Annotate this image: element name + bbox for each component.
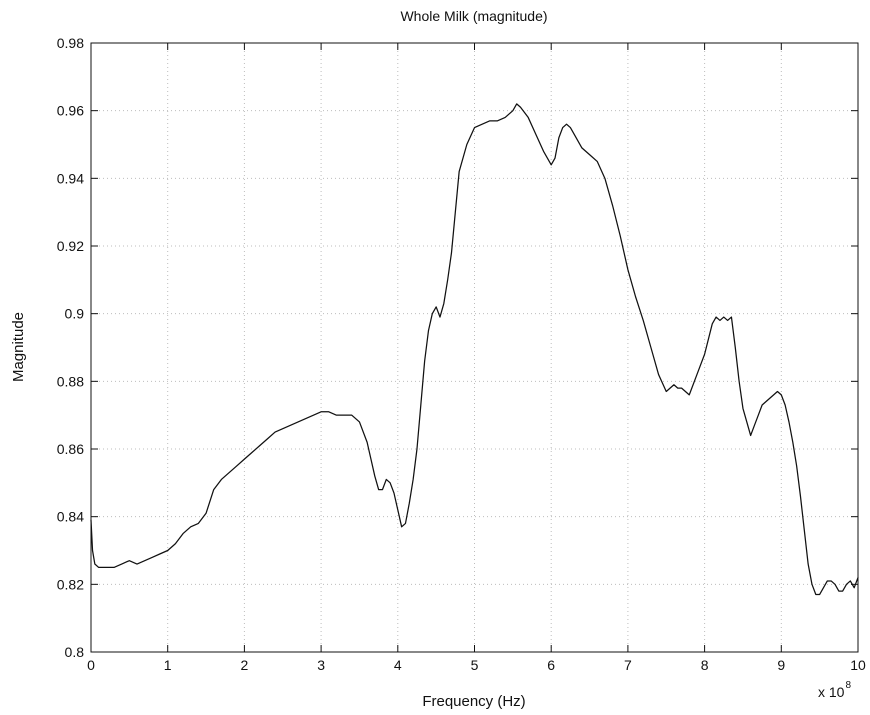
plot-area-frame	[90, 42, 859, 653]
x-axis-multiplier-exponent: 8	[845, 680, 851, 691]
y-tick-label: 0.98	[57, 35, 84, 51]
x-tick-label: 7	[624, 657, 632, 673]
data-series	[90, 103, 859, 596]
x-axis-tick-labels: 0 1 2 3 4 5 6 7 8 9 10	[87, 657, 866, 673]
x-axis-multiplier-base: x 10	[818, 684, 845, 700]
x-tick-label: 10	[850, 657, 866, 673]
x-tick-label: 3	[317, 657, 325, 673]
y-tick-label: 0.84	[57, 509, 84, 525]
y-tick-label: 0.8	[65, 644, 85, 660]
y-tick-label: 0.94	[57, 170, 84, 186]
grid-lines	[91, 43, 858, 652]
x-tick-label: 0	[87, 657, 95, 673]
x-tick-label: 4	[394, 657, 402, 673]
y-tick-label: 0.9	[65, 306, 85, 322]
x-axis-title: Frequency (Hz)	[422, 693, 525, 710]
x-tick-label: 1	[164, 657, 172, 673]
x-tick-label: 5	[471, 657, 479, 673]
x-tick-label: 9	[777, 657, 785, 673]
magnitude-line	[90, 103, 859, 596]
y-tick-label: 0.96	[57, 103, 84, 119]
y-tick-label: 0.88	[57, 373, 84, 389]
x-axis-multiplier: x 108	[818, 680, 851, 700]
y-tick-label: 0.86	[57, 441, 84, 457]
x-tick-label: 2	[241, 657, 249, 673]
x-tick-label: 8	[701, 657, 709, 673]
y-axis-title: Magnitude	[10, 312, 27, 382]
chart-title: Whole Milk (magnitude)	[400, 8, 547, 24]
y-axis-tick-labels: 0.8 0.82 0.84 0.86 0.88 0.9 0.92 0.94 0.96 0.98	[57, 35, 84, 660]
x-tick-label: 6	[547, 657, 555, 673]
y-tick-label: 0.82	[57, 576, 84, 592]
y-tick-label: 0.92	[57, 238, 84, 254]
